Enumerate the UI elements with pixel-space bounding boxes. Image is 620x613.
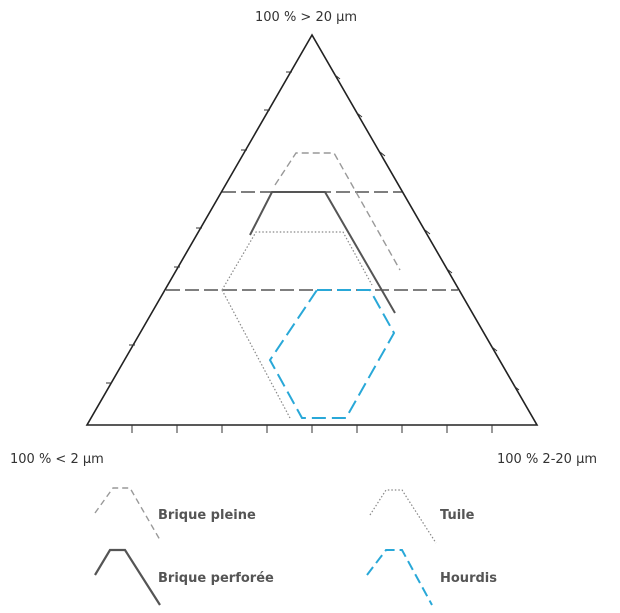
legend-label-brique-perforee: Brique perforée bbox=[158, 571, 274, 586]
legend-label-brique-pleine: Brique pleine bbox=[158, 508, 256, 523]
bottom-edge-ticks bbox=[131, 425, 493, 433]
curve-hourdis bbox=[268, 289, 396, 419]
curve-tuile-lower bbox=[221, 289, 291, 419]
triangle-outline bbox=[85, 33, 539, 426]
curve-brique-pleine bbox=[274, 152, 401, 271]
legend-glyph-brique-pleine bbox=[94, 487, 161, 541]
left-edge-ticks bbox=[106, 71, 292, 384]
right-edge-ticks bbox=[334, 74, 520, 391]
legend-label-hourdis: Hourdis bbox=[440, 571, 497, 586]
legend-glyph-tuile bbox=[369, 489, 437, 544]
legend-glyph-hourdis bbox=[366, 549, 433, 606]
curve-brique-perforee bbox=[249, 191, 396, 314]
legend-glyph-brique-perforee bbox=[94, 548, 161, 606]
vertex-label-bottom-right: 100 % 2-20 µm bbox=[497, 452, 598, 467]
vertex-label-bottom-left: 100 % < 2 µm bbox=[10, 452, 104, 467]
legend-label-tuile: Tuile bbox=[440, 508, 475, 523]
curve-tuile bbox=[221, 231, 373, 291]
vertex-label-top: 100 % > 20 µm bbox=[255, 10, 358, 25]
